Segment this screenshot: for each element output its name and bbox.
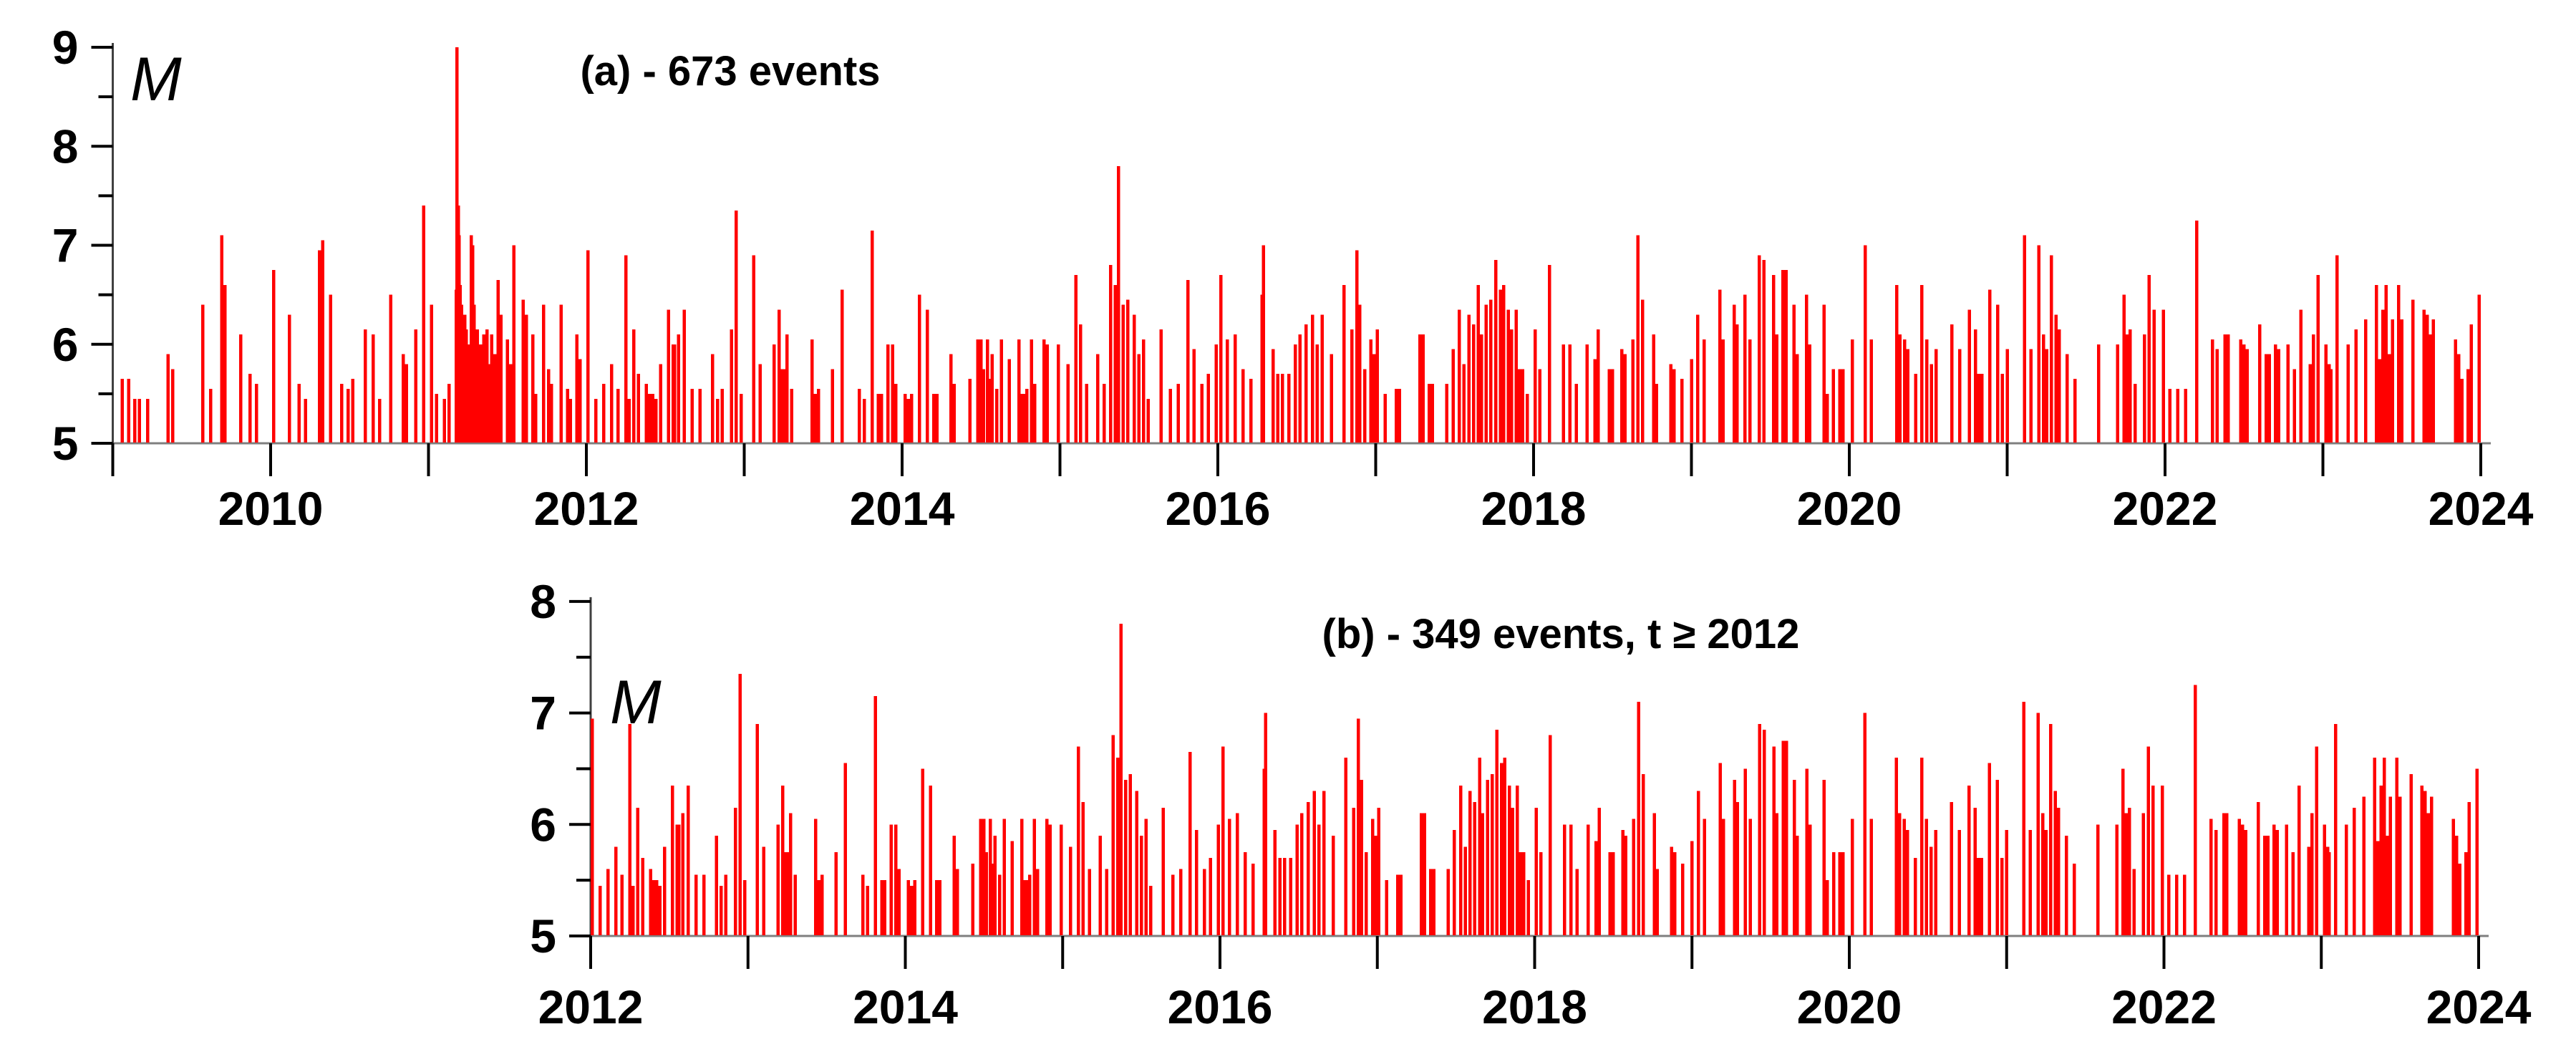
panel-a-y-axis-label: M <box>130 45 182 114</box>
panel-a-title: (a) - 673 events <box>580 48 881 95</box>
x-tick-label: 2014 <box>850 482 955 535</box>
panel-b-magnitude-time-plot: 5 6 7 8 2012 2014 2016 2018 2020 2022 2024 <box>530 575 2531 1033</box>
x-tick-label: 2016 <box>1168 980 1273 1033</box>
x-tick-label: 2022 <box>2113 482 2218 535</box>
y-tick-label: 5 <box>52 417 79 470</box>
y-tick-label: 7 <box>530 687 556 740</box>
x-tick-label: 2022 <box>2111 980 2217 1033</box>
x-tick-label: 2012 <box>534 482 639 535</box>
y-tick-label: 7 <box>52 219 79 272</box>
x-tick-label: 2018 <box>1481 482 1587 535</box>
x-tick-label: 2012 <box>538 980 644 1033</box>
y-tick-label: 6 <box>52 318 79 371</box>
x-tick-label: 2020 <box>1797 482 1902 535</box>
x-tick-label: 2020 <box>1797 980 1902 1033</box>
x-tick-label: 2010 <box>218 482 324 535</box>
x-tick-label: 2014 <box>853 980 958 1033</box>
x-tick-label: 2024 <box>2429 482 2534 535</box>
panel-b-title: (b) - 349 events, t ≥ 2012 <box>1322 611 1800 657</box>
y-tick-label: 6 <box>530 798 556 851</box>
y-tick-label: 5 <box>530 909 556 962</box>
x-tick-label: 2018 <box>1482 980 1587 1033</box>
panel-a-magnitude-time-plot: 5 6 7 8 9 2010 2012 2014 2016 2018 2020 2022 2024 <box>52 21 2534 535</box>
x-tick-label: 2016 <box>1166 482 1271 535</box>
y-tick-label: 9 <box>52 21 79 74</box>
x-tick-label: 2024 <box>2426 980 2532 1033</box>
panel-b-y-axis-label: M <box>610 668 662 737</box>
y-tick-label: 8 <box>52 120 79 173</box>
y-tick-label: 8 <box>530 575 556 628</box>
